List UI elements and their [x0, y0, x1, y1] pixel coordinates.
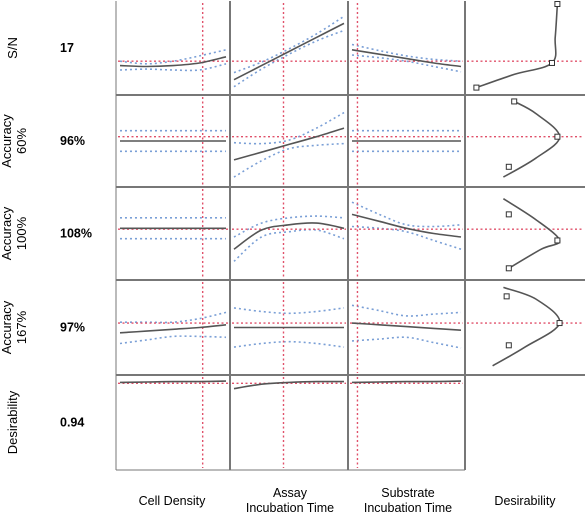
lower-confidence-band [351, 54, 462, 73]
profile-cell-r4-c2 [350, 377, 463, 468]
desirability-control-marker [505, 265, 512, 272]
desirability-control-marker [505, 342, 512, 349]
response-label: Accuracy60% [0, 114, 29, 168]
desirability-control-marker [503, 293, 510, 300]
prediction-trace [233, 22, 345, 81]
lower-confidence-band [351, 225, 462, 250]
profile-cell-r3-c2 [350, 282, 463, 373]
lower-confidence-band [233, 142, 345, 178]
prediction-trace [119, 324, 227, 334]
factor-label: Assay Incubation Time [246, 486, 334, 515]
prediction-trace [233, 380, 345, 390]
desirability-control-marker [554, 1, 561, 7]
upper-confidence-band [233, 307, 345, 315]
factor-label: Cell Density [139, 494, 206, 508]
profile-cell-r3-c0 [118, 282, 228, 373]
desirability-axis-label: Desirability [494, 494, 556, 508]
profile-cell-r1-c1 [232, 97, 346, 185]
profile-cell-r2-c2 [350, 189, 463, 278]
desirability-cell-r1 [467, 98, 583, 178]
upper-confidence-band [233, 111, 345, 145]
profile-cell-r4-c0 [118, 377, 228, 468]
response-current-value: 108% [60, 227, 92, 241]
upper-confidence-band [233, 15, 345, 74]
prediction-trace [351, 49, 462, 68]
lower-confidence-band [233, 29, 345, 88]
prediction-trace [233, 222, 345, 250]
lower-confidence-band [233, 228, 345, 262]
desirability-cell-r3 [467, 286, 583, 367]
desirability-control-marker [505, 163, 512, 170]
desirability-control-marker [511, 98, 518, 105]
response-current-value: 0.94 [60, 416, 84, 430]
profile-cell-r0-c1 [232, 3, 346, 93]
profile-cell-r3-c1 [232, 282, 346, 373]
prediction-trace [351, 213, 462, 238]
response-current-value: 96% [60, 134, 85, 148]
lower-confidence-band [351, 336, 462, 349]
response-label: Desirability [5, 390, 20, 454]
profile-cell-r0-c2 [350, 3, 463, 93]
desirability-cell-r0 [467, 1, 583, 91]
desirability-control-marker [554, 237, 561, 244]
response-label: Accuracy100% [0, 206, 29, 260]
desirability-control-marker [554, 133, 561, 140]
response-current-value: 97% [60, 321, 85, 335]
response-label: Accuracy167% [0, 300, 29, 354]
profile-cell-r1-c2 [350, 97, 463, 185]
response-label: S/N [5, 37, 20, 59]
upper-confidence-band [351, 201, 462, 228]
desirability-function-curve [476, 3, 559, 89]
desirability-function-curve [502, 198, 561, 269]
upper-confidence-band [120, 311, 227, 324]
upper-confidence-band [351, 43, 462, 62]
prediction-trace [119, 380, 227, 384]
desirability-control-marker [549, 59, 555, 66]
desirability-cell-r2 [467, 198, 583, 272]
lower-confidence-band [233, 340, 345, 348]
profile-cell-r2-c1 [232, 189, 346, 278]
desirability-function-curve [503, 100, 561, 178]
desirability-control-marker [556, 320, 563, 327]
upper-confidence-band [351, 304, 462, 317]
factor-label: Substrate Incubation Time [364, 486, 452, 515]
prediction-trace [351, 380, 462, 384]
response-current-value: 17 [60, 41, 74, 55]
upper-confidence-band [233, 215, 345, 238]
prediction-trace [233, 127, 345, 161]
desirability-control-marker [505, 211, 512, 218]
desirability-control-marker [473, 84, 480, 91]
lower-confidence-band [119, 335, 227, 345]
prediction-trace [351, 322, 462, 331]
profile-cell-r0-c0 [118, 3, 228, 93]
prediction-trace [119, 56, 227, 68]
profile-cell-r4-c1 [232, 377, 346, 468]
desirability-function-curve [492, 286, 561, 367]
profile-cell-r1-c0 [118, 97, 228, 185]
profile-cell-r2-c0 [118, 189, 228, 278]
